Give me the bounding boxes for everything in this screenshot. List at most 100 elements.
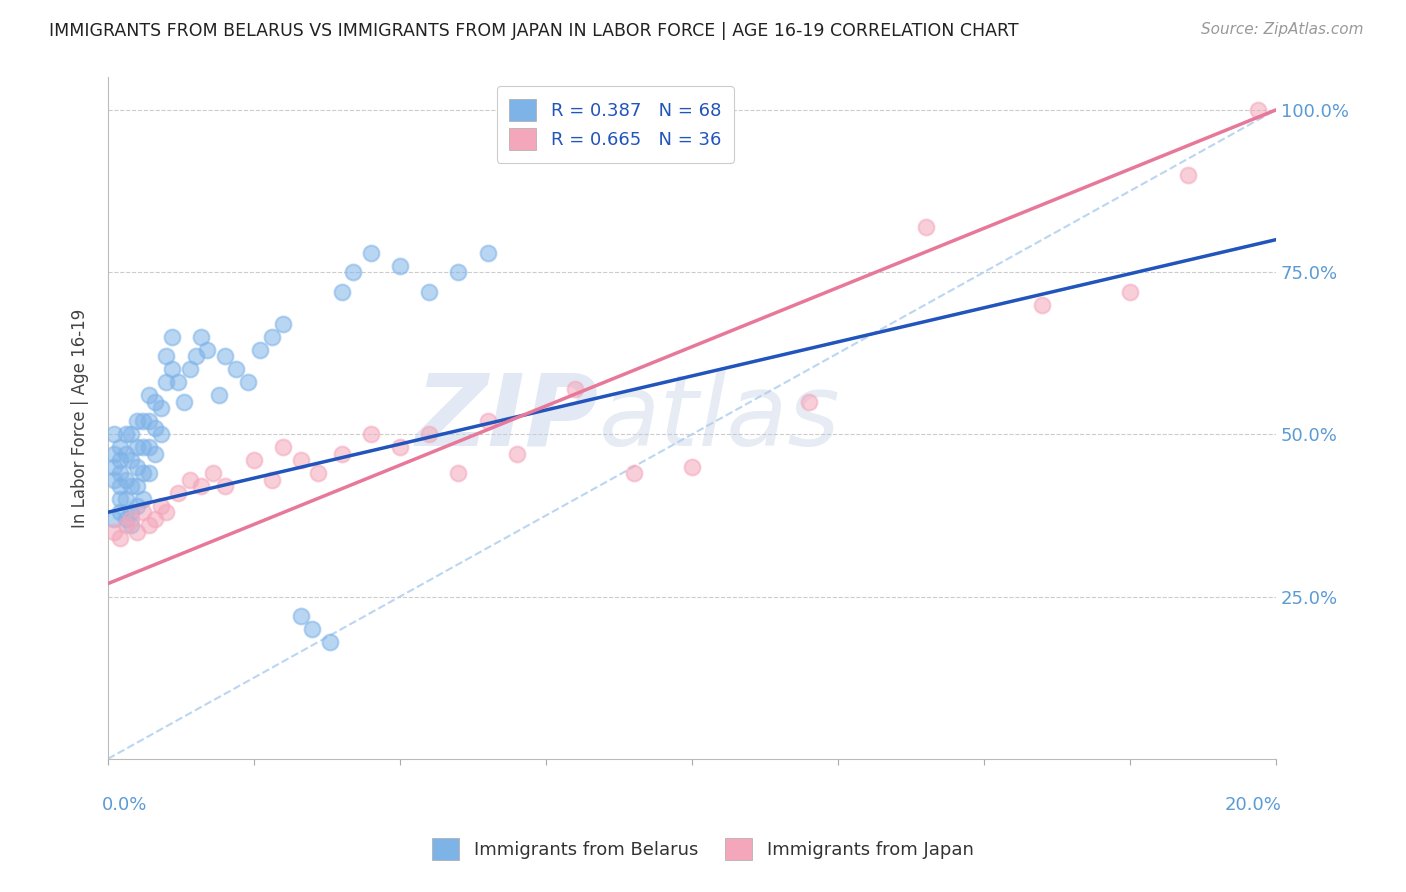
Point [249,343,271,357]
Point [143,395,166,409]
Point [108,440,131,454]
Point [127,440,149,454]
Point [418,427,440,442]
Point [184,350,207,364]
Point [103,524,125,539]
Point [290,453,312,467]
Point [132,414,155,428]
Point [127,524,149,539]
Point [506,103,529,117]
Point [1031,297,1053,311]
Point [447,265,470,279]
Point [202,467,225,481]
Point [120,453,142,467]
Point [271,440,294,454]
Point [330,285,353,299]
Point [418,285,440,299]
Point [301,622,323,636]
Point [623,467,645,481]
Point [307,467,329,481]
Point [388,259,411,273]
Point [108,492,131,507]
Point [214,350,236,364]
Point [477,245,499,260]
Point [114,511,136,525]
Point [797,395,820,409]
Point [167,376,190,390]
Point [319,635,342,649]
Point [260,330,283,344]
Point [127,459,149,474]
Point [120,518,142,533]
Point [155,505,177,519]
Point [108,479,131,493]
Point [103,447,125,461]
Point [114,447,136,461]
Point [179,473,201,487]
Point [120,511,142,525]
Point [260,473,283,487]
Point [155,376,177,390]
Point [160,330,183,344]
Point [103,427,125,442]
Point [447,467,470,481]
Point [225,362,247,376]
Point [114,492,136,507]
Point [103,511,125,525]
Point [132,467,155,481]
Point [127,479,149,493]
Text: IMMIGRANTS FROM BELARUS VS IMMIGRANTS FROM JAPAN IN LABOR FORCE | AGE 16-19 CORR: IMMIGRANTS FROM BELARUS VS IMMIGRANTS FR… [49,22,1019,40]
Point [103,459,125,474]
Point [143,447,166,461]
Point [132,440,155,454]
Point [103,473,125,487]
Point [271,317,294,331]
Point [243,453,266,467]
Point [388,440,411,454]
Y-axis label: In Labor Force | Age 16-19: In Labor Force | Age 16-19 [72,309,89,528]
Point [108,505,131,519]
Point [360,427,382,442]
Point [127,499,149,513]
Point [138,414,160,428]
Point [208,388,231,402]
Legend: Immigrants from Belarus, Immigrants from Japan: Immigrants from Belarus, Immigrants from… [418,823,988,874]
Text: 0.0%: 0.0% [103,797,148,814]
Point [143,511,166,525]
Point [120,427,142,442]
Point [132,492,155,507]
Point [127,414,149,428]
Point [155,350,177,364]
Point [1247,103,1270,117]
Point [149,427,172,442]
Point [179,362,201,376]
Point [167,485,190,500]
Point [114,518,136,533]
Point [1177,168,1199,182]
Point [360,245,382,260]
Point [173,395,195,409]
Point [190,330,212,344]
Point [914,219,936,234]
Point [195,343,218,357]
Point [330,447,353,461]
Point [236,376,259,390]
Point [342,265,364,279]
Point [138,388,160,402]
Point [114,427,136,442]
Text: atlas: atlas [599,369,841,467]
Point [120,505,142,519]
Point [138,518,160,533]
Point [120,479,142,493]
Point [1119,285,1142,299]
Point [214,479,236,493]
Point [290,609,312,624]
Point [132,505,155,519]
Point [114,473,136,487]
Point [108,453,131,467]
Point [477,414,499,428]
Point [108,531,131,545]
Text: Source: ZipAtlas.com: Source: ZipAtlas.com [1201,22,1364,37]
Point [506,447,529,461]
Point [593,103,616,117]
